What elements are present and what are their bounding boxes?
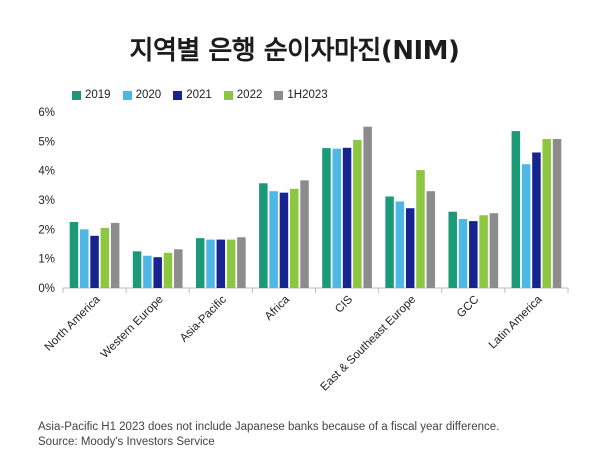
bar-2020-latin-america bbox=[521, 164, 531, 288]
bar-2019-east-southeast-europe bbox=[385, 196, 394, 288]
x-category-label: Asia-Pacific bbox=[178, 293, 229, 344]
chart-footnote: Asia-Pacific H1 2023 does not include Ja… bbox=[38, 420, 499, 450]
bar-2019-gcc bbox=[448, 211, 457, 288]
bar-2021-asia-pacific bbox=[216, 239, 226, 288]
legend-swatch-2022 bbox=[223, 90, 233, 100]
y-tick-label: 2% bbox=[38, 224, 55, 236]
y-tick-label: 6% bbox=[38, 107, 55, 119]
bar-1h2023-latin-america bbox=[552, 138, 562, 288]
legend-item-2020: 2020 bbox=[122, 89, 162, 101]
bar-2020-western-europe bbox=[143, 255, 152, 288]
legend-label-2021: 2021 bbox=[186, 89, 212, 101]
bar-2022-east-southeast-europe bbox=[416, 170, 425, 288]
legend-item-1h2023: 1H2023 bbox=[274, 89, 328, 101]
y-tick-label: 3% bbox=[38, 195, 55, 207]
x-category-label: CIS bbox=[333, 293, 355, 315]
footnote-line-2: Source: Moody's Investors Service bbox=[38, 436, 215, 448]
bar-2022-gcc bbox=[479, 215, 488, 288]
bar-2021-east-southeast-europe bbox=[405, 208, 415, 288]
legend-swatch-2019 bbox=[72, 90, 81, 100]
legend-label-1h2023: 1H2023 bbox=[287, 89, 328, 101]
bar-1h2023-east-southeast-europe bbox=[426, 191, 436, 288]
bar-2021-gcc bbox=[469, 221, 478, 288]
bar-2020-east-southeast-europe bbox=[395, 201, 405, 288]
bar-2022-cis bbox=[353, 139, 362, 288]
legend-swatch-1h2023 bbox=[274, 90, 284, 100]
legend-swatch-2021 bbox=[173, 90, 183, 100]
legend-item-2021: 2021 bbox=[173, 89, 212, 101]
y-tick-label: 4% bbox=[38, 166, 55, 178]
bar-2019-western-europe bbox=[132, 251, 142, 288]
bar-2020-africa bbox=[269, 191, 278, 288]
x-category-label: North America bbox=[43, 293, 103, 353]
bar-2021-north-america bbox=[90, 235, 99, 288]
bar-1h2023-north-america bbox=[110, 222, 120, 288]
bar-2021-africa bbox=[279, 192, 289, 288]
footnote-line-1: Asia-Pacific H1 2023 does not include Ja… bbox=[38, 421, 500, 433]
bar-2019-asia-pacific bbox=[195, 238, 205, 288]
bar-2019-latin-america bbox=[511, 131, 521, 288]
bar-2021-western-europe bbox=[153, 257, 162, 288]
bar-2022-western-europe bbox=[163, 252, 173, 288]
bar-2022-asia-pacific bbox=[226, 239, 236, 288]
bar-2022-north-america bbox=[100, 227, 110, 288]
legend-label-2022: 2022 bbox=[236, 89, 263, 101]
legend-item-2019: 2019 bbox=[72, 89, 111, 101]
x-category-label: Africa bbox=[263, 293, 293, 323]
bar-2021-cis bbox=[342, 147, 352, 288]
y-tick-label: 1% bbox=[38, 254, 55, 266]
bar-2020-gcc bbox=[458, 219, 468, 288]
bar-1h2023-western-europe bbox=[174, 249, 183, 288]
bar-1h2023-gcc bbox=[489, 213, 499, 288]
bar-2020-north-america bbox=[80, 229, 89, 288]
bar-2019-cis bbox=[322, 148, 331, 288]
bar-2019-north-america bbox=[69, 222, 79, 288]
legend-label-2019: 2019 bbox=[85, 89, 111, 101]
bar-1h2023-cis bbox=[363, 126, 372, 288]
bar-2019-africa bbox=[259, 183, 268, 288]
y-tick-label: 5% bbox=[38, 136, 55, 148]
legend-swatch-2020 bbox=[122, 90, 132, 100]
legend-item-2022: 2022 bbox=[223, 89, 263, 101]
bar-2022-africa bbox=[289, 188, 299, 288]
bar-2022-latin-america bbox=[542, 138, 551, 288]
x-category-label: Western Europe bbox=[99, 294, 166, 361]
bar-2020-asia-pacific bbox=[206, 239, 215, 288]
bar-2020-cis bbox=[332, 148, 342, 288]
chart-title: 지역별 은행 순이자마진(NIM) bbox=[129, 36, 460, 66]
x-category-label: GCC bbox=[455, 294, 482, 321]
bar-2021-latin-america bbox=[532, 152, 541, 288]
y-tick-label: 0% bbox=[38, 283, 55, 295]
bar-1h2023-africa bbox=[300, 180, 309, 288]
legend-label-2020: 2020 bbox=[135, 89, 162, 101]
x-category-label: Latin America bbox=[487, 293, 545, 351]
bar-1h2023-asia-pacific bbox=[237, 237, 246, 288]
chart-legend: 2019 2020 2021 2022 1H2023 bbox=[72, 89, 328, 101]
